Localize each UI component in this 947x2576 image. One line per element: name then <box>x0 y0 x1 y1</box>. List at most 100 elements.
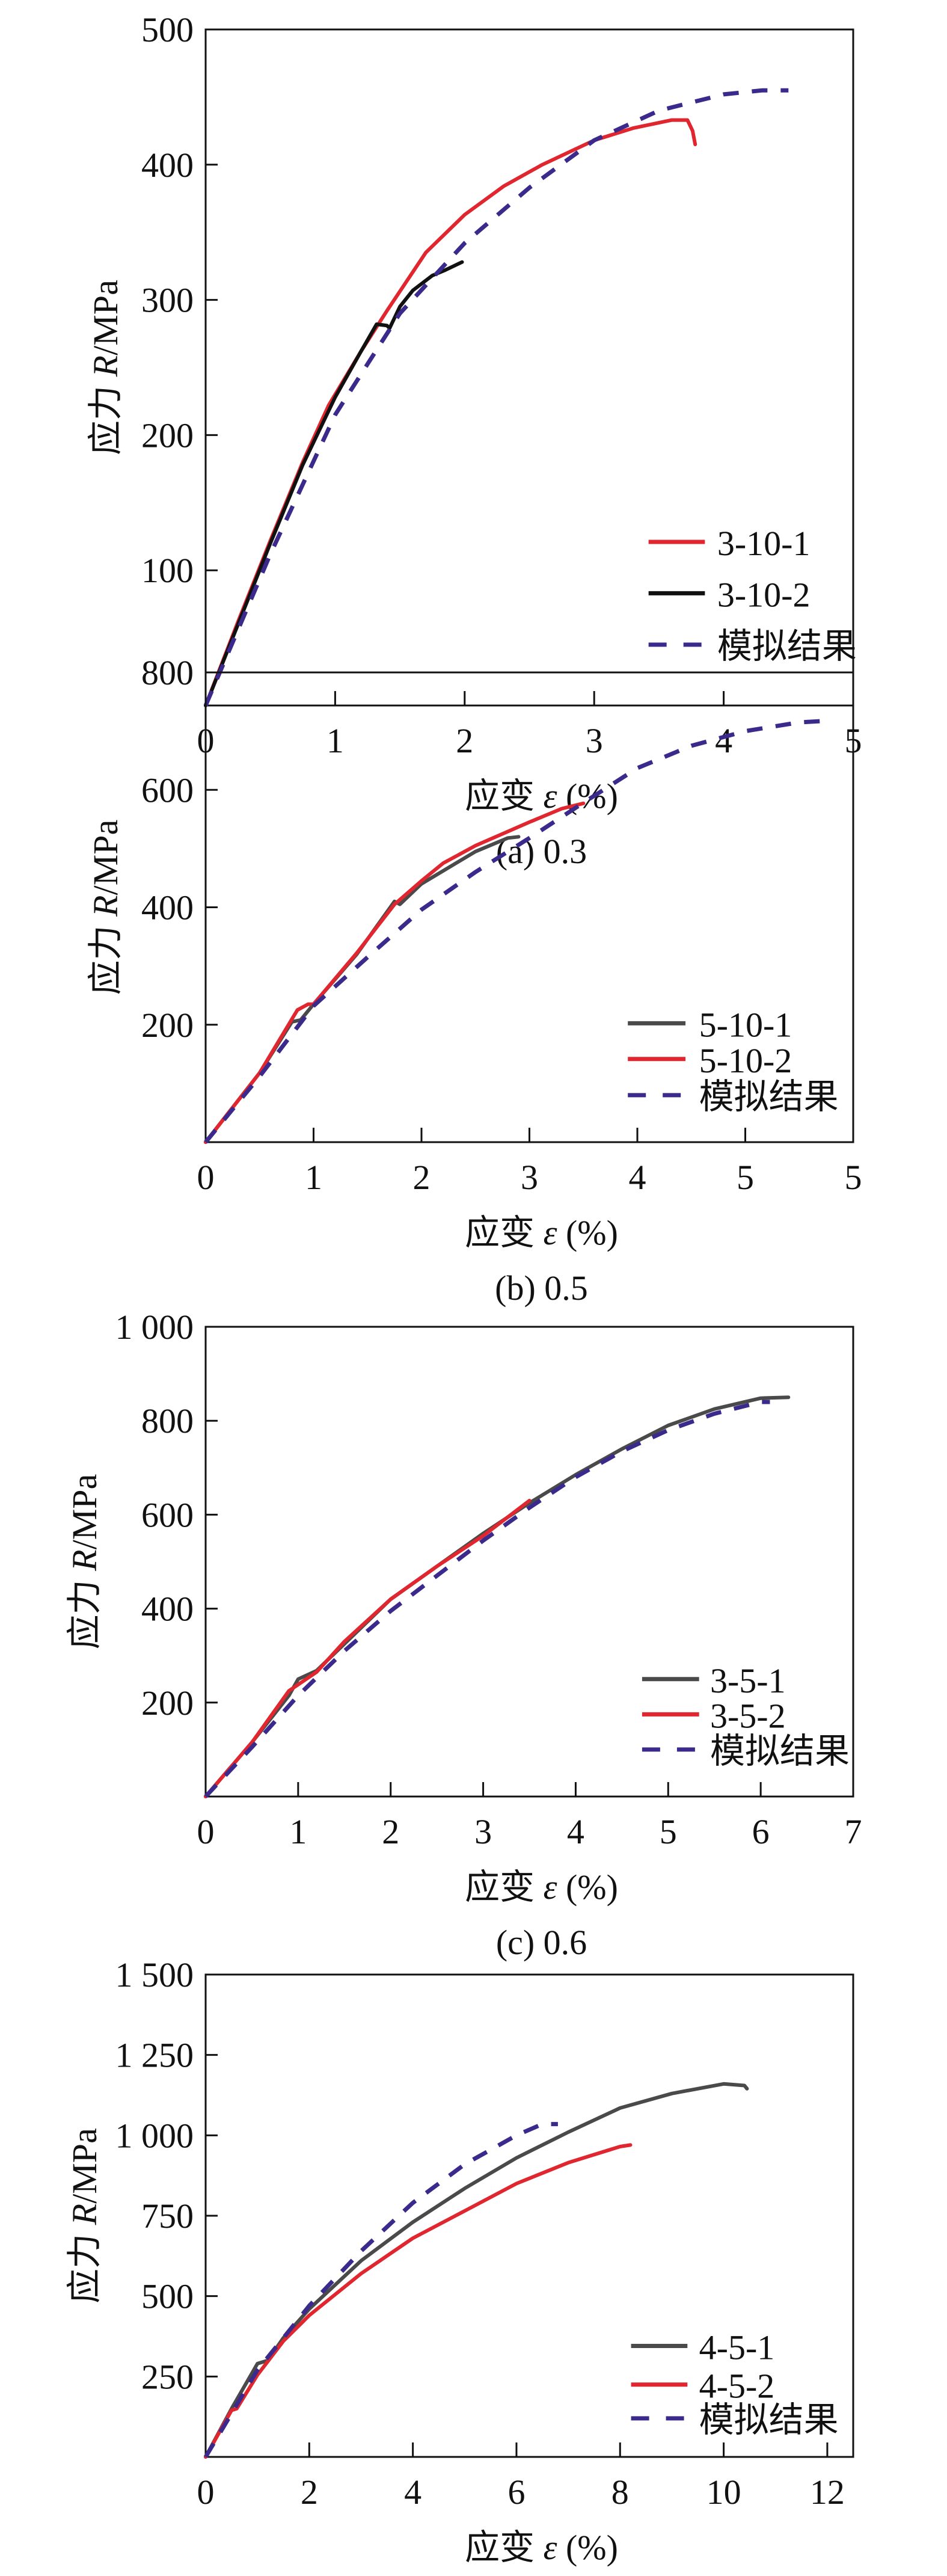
x-tick-label: 4 <box>629 1158 646 1197</box>
label-part: /MPa <box>65 1474 104 1550</box>
y-axis-label: 应力 R/MPa <box>65 1474 104 1650</box>
y-tick-label: 300 <box>141 281 194 320</box>
y-tick-label: 200 <box>141 416 194 455</box>
label-part: /MPa <box>65 2128 104 2204</box>
italic-symbol: ε <box>544 2528 557 2567</box>
y-tick-label: 1 000 <box>115 2116 194 2155</box>
x-tick-label: 10 <box>706 2473 741 2512</box>
y-tick-label: 750 <box>141 2196 194 2236</box>
x-tick-label: 8 <box>611 2473 629 2512</box>
x-tick-label: 0 <box>197 1158 215 1197</box>
legend-label: 3-10-2 <box>717 575 811 614</box>
y-tick-label: 400 <box>141 146 194 185</box>
legend-label: 模拟结果 <box>710 1732 850 1771</box>
y-tick-label: 500 <box>141 2277 194 2316</box>
legend-label: 4-5-1 <box>699 2328 775 2367</box>
x-tick-label: 1 <box>289 1812 307 1851</box>
y-tick-label: 200 <box>141 1006 194 1045</box>
x-tick-label: 2 <box>413 1158 431 1197</box>
series-line-4-5-1 <box>204 2082 749 2459</box>
series-line-3-10-1 <box>204 118 697 707</box>
series-line-3-10-2 <box>204 260 464 707</box>
x-axis-label: 应变 ε (%) <box>465 1867 618 1907</box>
label-part: (%) <box>557 2528 618 2567</box>
label-part: /MPa <box>86 820 125 896</box>
italic-symbol: ε <box>544 776 557 816</box>
legend-label: 3-10-1 <box>717 524 811 563</box>
panel-caption: (b) 0.5 <box>495 1268 588 1308</box>
legend-label: 模拟结果 <box>717 627 857 666</box>
series-line-3-5-2 <box>204 1499 532 1798</box>
legend-label: 4-5-2 <box>699 2367 775 2406</box>
label-part: 应力 <box>65 1571 104 1650</box>
legend-label: 模拟结果 <box>699 1077 839 1116</box>
chart-panel-b: 0 1 2 3 4 5 5 200 400 600 800 应变 ε (%) 应力 R/MPa (b) 0… <box>86 653 862 1308</box>
x-tick-label: 4 <box>404 2473 421 2512</box>
x-tick-label: 2 <box>301 2473 318 2512</box>
x-tick-label: 3 <box>474 1812 492 1851</box>
italic-symbol: R <box>65 2204 104 2225</box>
y-tick-label: 200 <box>141 1683 194 1723</box>
panel-caption: (c) 0.6 <box>496 1923 587 1962</box>
x-tick-label: 0 <box>197 1812 215 1851</box>
y-tick-label: 1 250 <box>115 2036 194 2075</box>
series-line-5-10-1 <box>204 835 521 1144</box>
x-tick-label: 12 <box>810 2473 845 2512</box>
x-axis-label: 应变 ε (%) <box>465 2528 618 2567</box>
y-tick-label: 1 500 <box>115 1955 194 1994</box>
series-line-5-10-2 <box>204 801 586 1144</box>
legend-label: 5-10-2 <box>699 1041 792 1080</box>
y-tick-label: 500 <box>141 10 194 49</box>
italic-symbol: R <box>86 355 125 377</box>
label-part: /MPa <box>86 280 125 355</box>
legend-label: 5-10-1 <box>699 1005 792 1044</box>
y-tick-label: 800 <box>141 1401 194 1440</box>
y-tick-label: 1 000 <box>115 1308 194 1347</box>
x-axis-label: 应变 ε (%) <box>465 776 618 816</box>
label-part: 应力 <box>86 917 125 995</box>
y-tick-label: 400 <box>141 888 194 927</box>
plot-frame <box>204 1326 854 1798</box>
x-tick-label: 1 <box>305 1158 322 1197</box>
x-tick-label: 0 <box>197 2473 215 2512</box>
x-tick-label: 7 <box>845 1812 862 1851</box>
y-axis-label: 应力 R/MPa <box>86 820 125 995</box>
label-part: (%) <box>557 1213 618 1252</box>
x-tick-label: 4 <box>567 1812 584 1851</box>
series-line-模拟结果 <box>204 718 832 1144</box>
chart-panel-c: 0 1 2 3 4 5 6 7 200 400 600 800 1 000 应变 ε (%) 应力 R/MP… <box>65 1308 862 1962</box>
y-axis-label: 应力 R/MPa <box>86 280 125 455</box>
italic-symbol: R <box>86 895 125 917</box>
y-tick-label: 250 <box>141 2357 194 2396</box>
label-part: (%) <box>557 1867 618 1907</box>
x-tick-label: 2 <box>382 1812 399 1851</box>
x-tick-label: 3 <box>521 1158 538 1197</box>
x-tick-label: 5 <box>845 1158 862 1197</box>
y-axis-label: 应力 R/MPa <box>65 2128 104 2304</box>
chart-panel-d: 0 2 4 6 8 10 12 250 500 750 1 000 1 250 1 500 应变 ε (%… <box>65 1955 854 2567</box>
italic-symbol: ε <box>544 1213 557 1252</box>
label-part: (%) <box>557 776 618 816</box>
x-tick-label: 1 <box>326 721 344 760</box>
y-tick-label: 100 <box>141 551 194 590</box>
y-tick-label: 600 <box>141 1495 194 1534</box>
legend-label: 3-5-1 <box>710 1661 786 1700</box>
series-line-模拟结果 <box>203 88 789 707</box>
label-part: 应力 <box>65 2225 104 2304</box>
label-part: 应力 <box>86 377 125 455</box>
legend-label: 3-5-2 <box>710 1696 786 1735</box>
x-tick-label: 5 <box>737 1158 754 1197</box>
series-line-模拟结果 <box>204 1400 770 1798</box>
y-tick-label: 600 <box>141 770 194 810</box>
x-tick-label: 6 <box>507 2473 525 2512</box>
label-part: 应变 <box>465 1213 544 1252</box>
series-line-模拟结果 <box>203 2122 558 2458</box>
italic-symbol: ε <box>544 1867 557 1907</box>
x-axis-label: 应变 ε (%) <box>465 1213 618 1252</box>
label-part: 应变 <box>465 776 544 816</box>
x-tick-label: 6 <box>752 1812 770 1851</box>
x-tick-label: 4 <box>715 721 732 760</box>
series-line-4-5-2 <box>204 2143 633 2459</box>
